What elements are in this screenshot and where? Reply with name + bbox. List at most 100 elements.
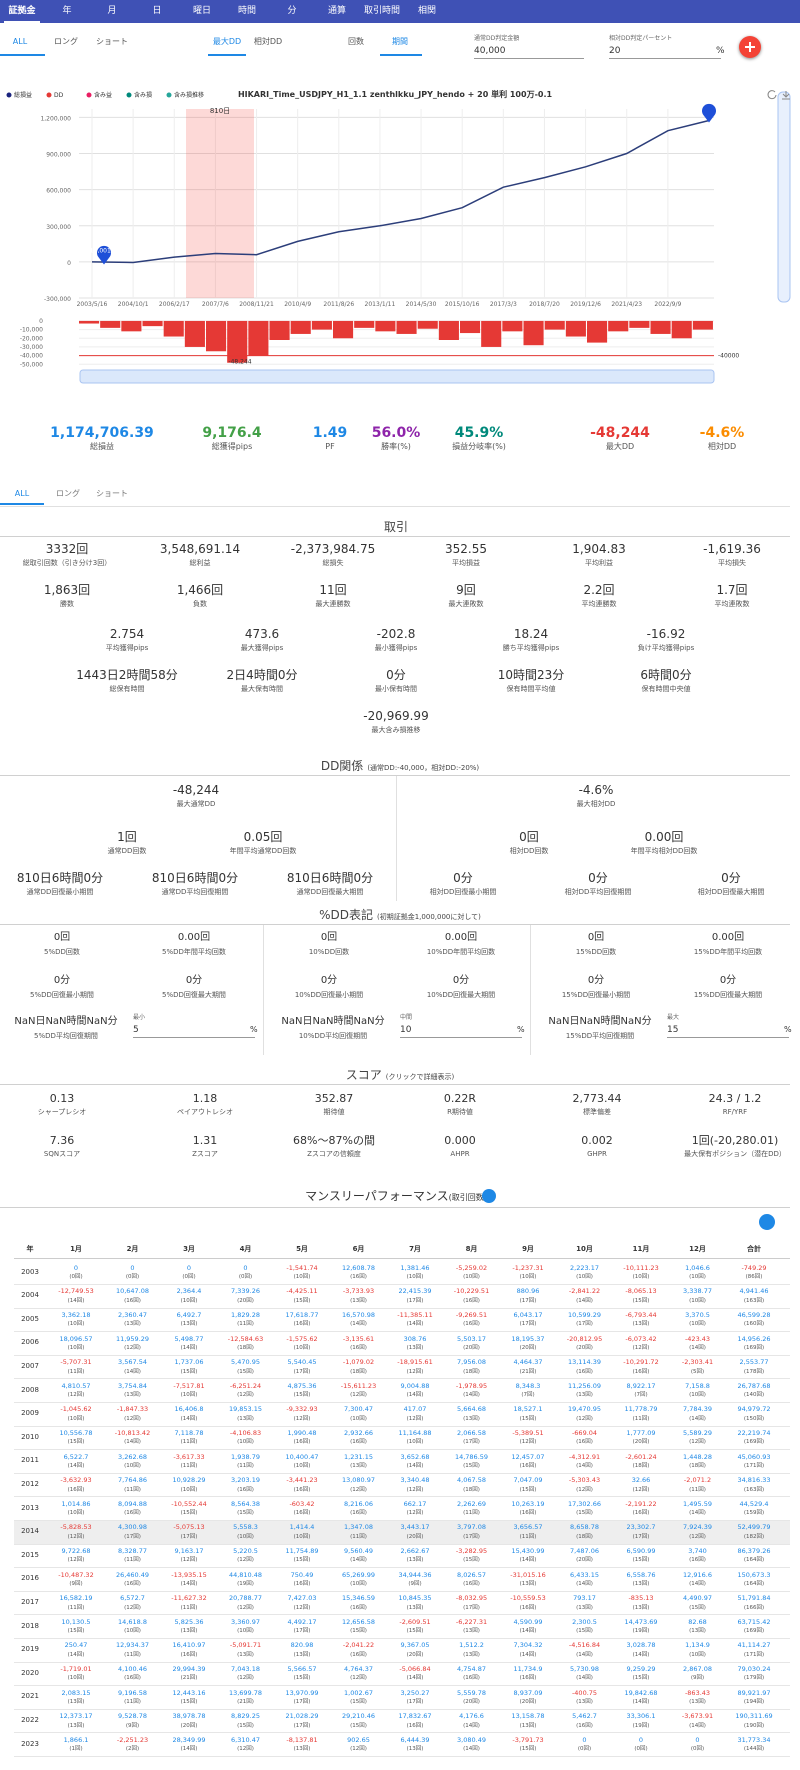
cell-value: -1,045.62 [60, 1405, 92, 1414]
tab[interactable]: ショート [96, 489, 128, 498]
table-header: 10月 [576, 1244, 593, 1253]
table-line [14, 1425, 790, 1427]
stat-value: 0回 [53, 932, 71, 943]
stat-value: 0分 [452, 975, 470, 986]
stat-label: 最大連敗数 [448, 599, 484, 608]
cell-count: (17回) [463, 1604, 480, 1611]
stat-label: 相対DD回復最大期間 [697, 887, 765, 896]
cell-count: (12回) [632, 1486, 650, 1493]
nav-tab[interactable]: 時間 [237, 5, 256, 16]
cell-value: 5,664.68 [457, 1405, 486, 1414]
dd-tab[interactable]: 相対DD [253, 37, 283, 46]
year-cell: 2017 [21, 1597, 39, 1606]
stat-value: 68%～87%の間 [293, 1133, 375, 1147]
dd-tab[interactable]: 最大DD [212, 37, 242, 46]
cell-count: (1回) [69, 1746, 83, 1753]
cell-value: 7,047.09 [513, 1476, 543, 1485]
stat-label: 総損失 [322, 558, 344, 567]
nav-tab[interactable]: 相関 [417, 5, 436, 16]
nav-tab[interactable]: 証拠金 [8, 5, 36, 16]
section-line [0, 536, 790, 537]
cell-count: (20回) [406, 1533, 424, 1540]
cell-value: -4,106.83 [229, 1428, 262, 1437]
input-value[interactable]: 40,000 [474, 45, 506, 56]
y-tick-label: -30,000 [20, 344, 43, 351]
cell-count: (13回) [293, 1746, 311, 1753]
cell-count: (13回) [406, 1604, 424, 1611]
cell-value: -10,559.53 [510, 1594, 546, 1603]
side-tab[interactable]: ロング [54, 37, 78, 46]
nav-tab[interactable]: 月 [107, 5, 117, 16]
nav-tab[interactable]: 日 [152, 5, 162, 16]
side-tab[interactable]: ALL [12, 37, 28, 46]
input-value[interactable]: 5 [133, 1024, 139, 1035]
cell-value: 5,220.5 [233, 1546, 258, 1555]
section-title-text: %DD表記 [319, 908, 373, 922]
cell-value: 8,328.77 [118, 1546, 147, 1555]
dd-bar [481, 320, 502, 347]
cell-count: (15回) [350, 1628, 367, 1635]
table-header: 7月 [409, 1244, 421, 1253]
mode-tab[interactable]: 回数 [348, 37, 364, 46]
nav-tab[interactable]: 分 [287, 5, 297, 16]
help-icon[interactable] [482, 1189, 496, 1203]
tab[interactable]: ロング [56, 489, 80, 498]
add-button[interactable] [739, 36, 761, 58]
download-button[interactable] [759, 1214, 775, 1230]
cell-value: 4,490.97 [683, 1594, 712, 1603]
cell-value: -5,707.31 [60, 1358, 92, 1367]
v-scroll [777, 91, 791, 303]
year-cell: 2016 [21, 1574, 39, 1583]
stat-value: 810日6時間0分 [16, 871, 104, 885]
year-cell: 2013 [21, 1503, 39, 1512]
cell-count: (14回) [67, 1463, 85, 1470]
cell-count: (9回) [69, 1581, 83, 1588]
cell-count: (10回) [576, 1274, 593, 1281]
nav-tab[interactable]: 年 [62, 5, 72, 16]
cell-count: (11回) [237, 1321, 254, 1328]
input-line [400, 1037, 522, 1038]
nav-tab[interactable]: 曜日 [192, 5, 211, 16]
cell-count: (140回) [743, 1392, 765, 1399]
cell-count: (16回) [350, 1439, 367, 1446]
stat-value: 0.000 [444, 1133, 476, 1147]
table-line [14, 1354, 790, 1356]
cell-count: (14回) [576, 1675, 593, 1682]
cell-value: 19,853.15 [228, 1405, 263, 1414]
dd-bar [290, 320, 311, 334]
cell-count: (15回) [350, 1699, 367, 1706]
section-line [0, 1207, 790, 1208]
cell-count: (14回) [519, 1651, 537, 1658]
input-value[interactable]: 20 [609, 45, 621, 56]
cell-count: (10回) [293, 1533, 311, 1540]
cell-value: 2,867.08 [683, 1664, 712, 1673]
stat-value: 1443日2時間58分 [76, 668, 178, 682]
stat-value: 0.22R [443, 1091, 477, 1105]
tab[interactable]: ALL [14, 489, 30, 498]
nav-tab[interactable]: 取引時間 [363, 5, 400, 16]
stat-label: 最小獲得pips [374, 643, 418, 652]
mode-tab[interactable]: 期間 [392, 37, 408, 46]
stat-label: 勝ち平均獲得pips [502, 643, 560, 652]
dd-bar [248, 320, 269, 356]
cell-count: (13回) [350, 1297, 367, 1304]
cell-value: 38,978.78 [172, 1712, 206, 1721]
dd-tab-underline [208, 54, 246, 56]
cell-value: 3,370.5 [685, 1310, 710, 1319]
cell-count: (0回) [69, 1274, 83, 1281]
cell-value: -10,229.51 [453, 1287, 490, 1296]
cell-count: (16回) [632, 1368, 650, 1375]
section-note: (初期証拠金1,000,000に対して) [377, 913, 481, 921]
cell-value: -4,516.84 [568, 1641, 601, 1650]
cell-value: 8,348.3 [515, 1381, 541, 1390]
table-header: 6月 [352, 1244, 365, 1253]
cell-value: 2,300.5 [572, 1617, 597, 1626]
nav-tab[interactable]: 通算 [327, 5, 346, 16]
cell-value: 13,158.78 [511, 1712, 545, 1721]
x-tick-label: 2003/5/16 [77, 301, 108, 308]
input-unit: % [784, 1025, 792, 1034]
cell-value: 8,216.06 [344, 1499, 373, 1508]
input-value[interactable]: 10 [400, 1024, 412, 1035]
input-value[interactable]: 15 [667, 1024, 679, 1035]
side-tab[interactable]: ショート [96, 37, 128, 46]
